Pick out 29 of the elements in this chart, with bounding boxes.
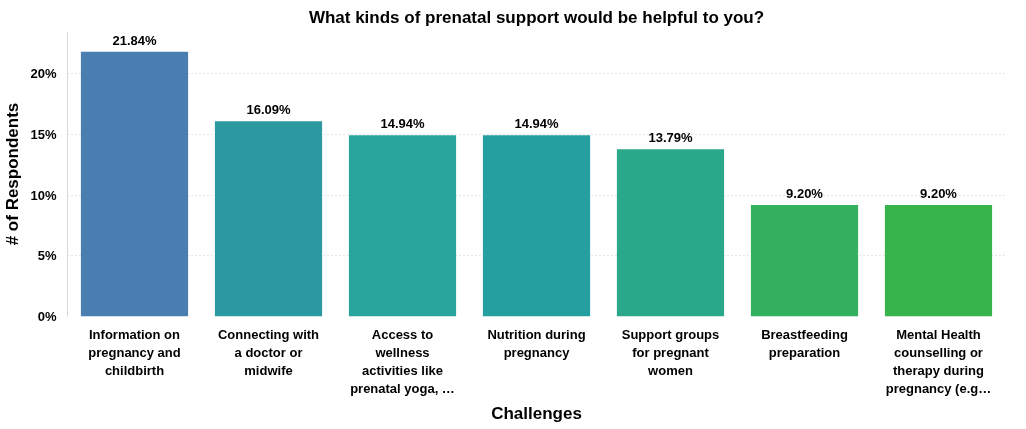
bar <box>616 149 725 317</box>
bar <box>80 51 189 317</box>
x-tick-label: Information on pregnancy and childbirth <box>88 326 181 378</box>
x-tick-label: Support groups for pregnant women <box>621 326 720 378</box>
bar <box>348 135 457 317</box>
x-axis-title: Challenges <box>491 403 582 423</box>
y-tick-label: 5% <box>37 248 57 264</box>
y-tick-label: 0% <box>37 309 57 324</box>
bar <box>482 135 591 317</box>
data-label: 9.20% <box>920 185 958 201</box>
data-label: 16.09% <box>246 102 291 118</box>
y-tick-label: 20% <box>30 66 57 82</box>
data-label: 13.79% <box>648 130 693 146</box>
chart-title: What kinds of prenatal support would be helpful to you? <box>308 7 765 27</box>
x-tick-label: Mental Health counselling or therapy during pregnancy (e.g… <box>885 326 992 396</box>
bar <box>884 204 993 317</box>
y-tick-label: 10% <box>30 187 57 203</box>
data-label: 14.94% <box>380 116 425 132</box>
data-label: 21.84% <box>112 32 157 48</box>
y-tick-label: 15% <box>30 127 57 143</box>
x-tick-label: Nutrition during pregnancy <box>487 326 586 360</box>
x-tick-label: Connecting with a doctor or midwife <box>217 326 320 378</box>
bar <box>214 121 323 317</box>
data-label: 14.94% <box>514 116 559 132</box>
x-tick-label: Breastfeeding preparation <box>761 326 848 360</box>
x-tick-label: Access to wellness activities like prenatal yoga, … <box>350 326 455 396</box>
y-axis-title: # of Respondents <box>3 102 23 246</box>
bar <box>750 204 859 317</box>
data-label: 9.20% <box>786 185 824 201</box>
